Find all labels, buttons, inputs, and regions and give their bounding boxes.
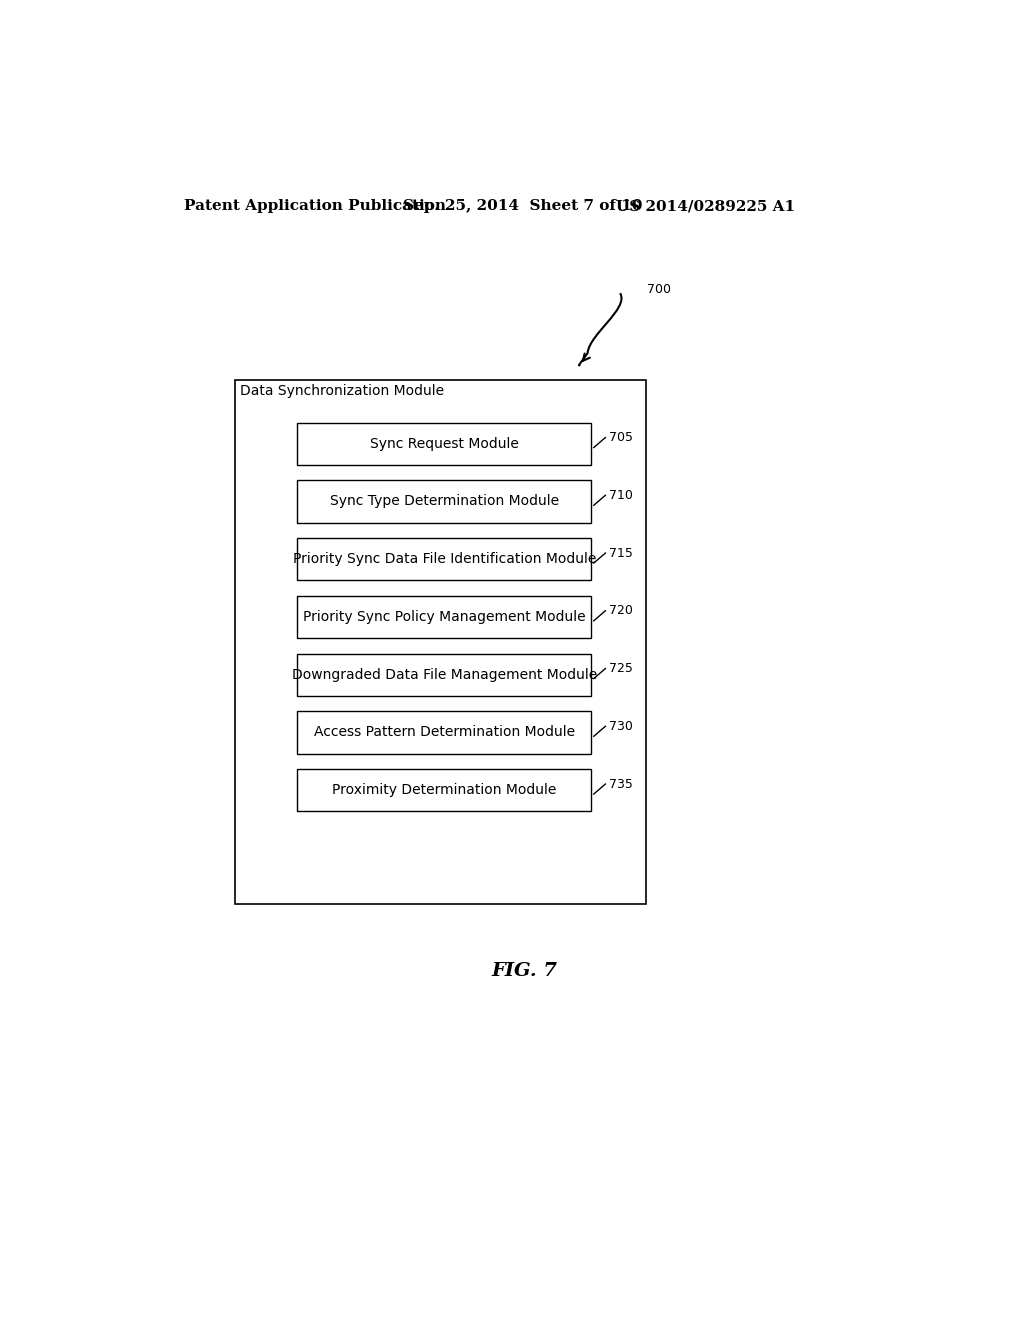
Text: 725: 725 [608, 663, 633, 675]
Text: 715: 715 [608, 546, 633, 560]
Text: 710: 710 [608, 488, 633, 502]
Text: Priority Sync Policy Management Module: Priority Sync Policy Management Module [303, 610, 586, 624]
Text: Access Pattern Determination Module: Access Pattern Determination Module [313, 726, 574, 739]
Bar [297, 539, 592, 581]
Text: 730: 730 [608, 719, 633, 733]
Text: FIG. 7: FIG. 7 [492, 962, 558, 979]
Text: Proximity Determination Module: Proximity Determination Module [332, 783, 556, 797]
Bar [297, 595, 592, 638]
Bar [234, 380, 646, 904]
Text: 720: 720 [608, 605, 633, 618]
Text: Downgraded Data File Management Module: Downgraded Data File Management Module [292, 668, 597, 681]
Bar [297, 422, 592, 465]
Bar [297, 653, 592, 696]
Text: Data Synchronization Module: Data Synchronization Module [240, 384, 443, 397]
Bar [297, 711, 592, 754]
Text: Sep. 25, 2014  Sheet 7 of 10: Sep. 25, 2014 Sheet 7 of 10 [403, 199, 643, 213]
Bar [297, 770, 592, 812]
Text: 705: 705 [608, 432, 633, 444]
Text: Priority Sync Data File Identification Module: Priority Sync Data File Identification M… [293, 552, 596, 566]
Text: US 2014/0289225 A1: US 2014/0289225 A1 [616, 199, 796, 213]
Text: Sync Type Determination Module: Sync Type Determination Module [330, 495, 559, 508]
Text: Patent Application Publication: Patent Application Publication [183, 199, 445, 213]
Text: 700: 700 [647, 282, 672, 296]
Text: 735: 735 [608, 777, 633, 791]
Bar [297, 480, 592, 523]
Text: Sync Request Module: Sync Request Module [370, 437, 518, 450]
